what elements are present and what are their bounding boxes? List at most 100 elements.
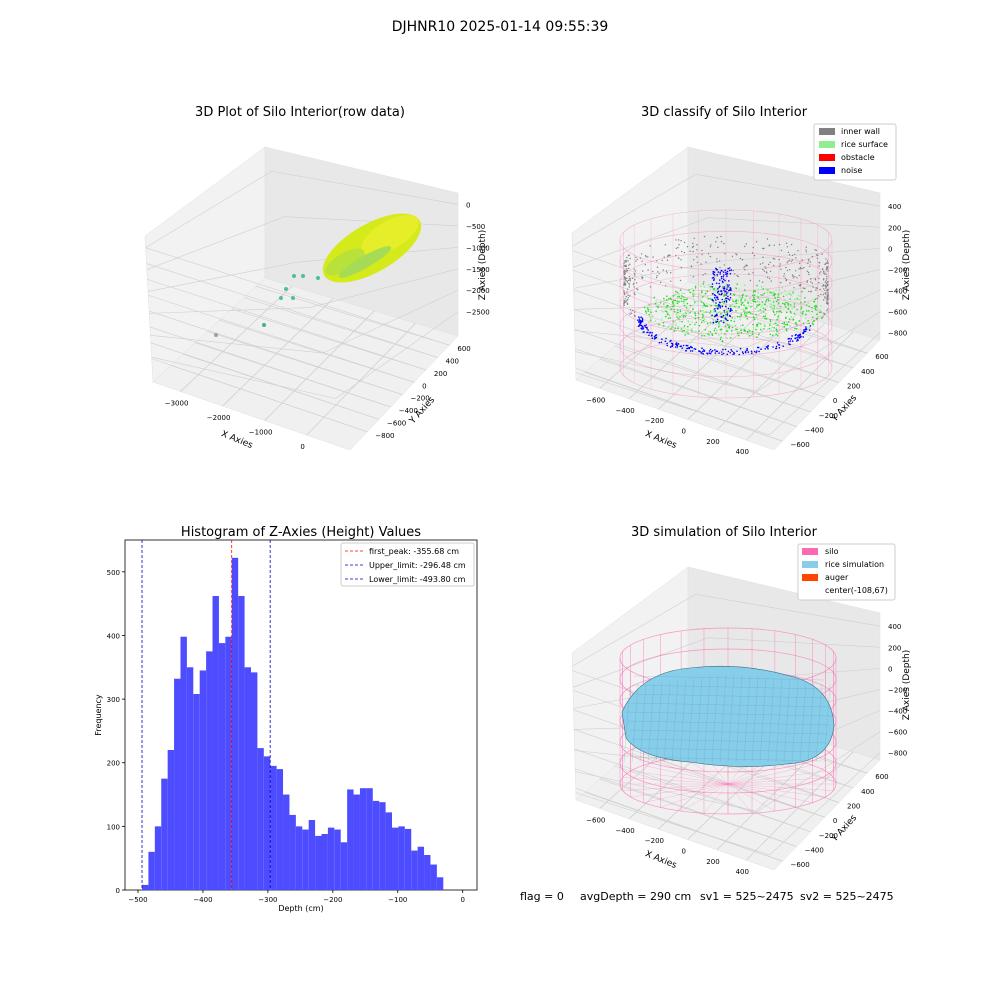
rice-surface-point [756, 306, 758, 308]
rice-surface-point [751, 330, 754, 333]
inner-wall-point [797, 250, 799, 252]
surface-mesh-line [633, 675, 825, 681]
inner-wall-point [743, 267, 745, 269]
inner-wall-point [809, 261, 812, 263]
rice-surface-point [716, 304, 718, 307]
noise-point [714, 310, 717, 312]
inner-wall-point [772, 264, 775, 267]
rice-surface-point [711, 333, 713, 335]
inner-wall-point [664, 285, 667, 287]
inner-wall-point [810, 291, 812, 293]
rice-surface-point [785, 321, 788, 323]
noise-point [702, 353, 704, 355]
rice-surface-point [773, 304, 775, 307]
inner-wall-point [716, 236, 718, 239]
rice-surface-point [766, 291, 769, 294]
noise-point [742, 352, 745, 355]
noise-point [796, 340, 798, 342]
inner-wall-point [822, 270, 825, 272]
rice-surface-point [775, 329, 778, 331]
silo-floor-spoke [727, 783, 753, 814]
inner-wall-point [628, 284, 630, 286]
noise-point [729, 287, 732, 289]
rice-surface-point [718, 321, 720, 323]
rice-surface-point [768, 323, 771, 325]
rice-surface-point [765, 288, 767, 290]
inner-wall-point [790, 260, 792, 263]
rice-surface-point [683, 296, 686, 298]
inner-wall-point [783, 273, 785, 275]
noise-point [713, 279, 715, 282]
histogram-ylabel: Frequency [94, 694, 103, 736]
inner-wall-point [624, 277, 626, 279]
legend-swatch-auger [802, 574, 818, 581]
rice-surface-point [811, 307, 813, 309]
inner-wall-point [624, 261, 626, 263]
rice-surface-point [662, 322, 665, 324]
rice-surface-point [687, 328, 689, 331]
inner-wall-point [625, 295, 627, 298]
inner-wall-point [827, 298, 829, 301]
histogram-bar [308, 820, 316, 890]
rice-surface-point [706, 290, 709, 292]
gridline [151, 356, 336, 399]
histogram-x-ticks: −500 −400 −300 −200 −100 0 [128, 890, 465, 904]
rice-surface-point [722, 316, 724, 319]
rice-surface-point [734, 305, 736, 308]
surface-mesh-line [687, 678, 695, 763]
x-tick-label: −300 [258, 896, 277, 904]
histogram-bar [295, 826, 303, 890]
noise-point [726, 284, 729, 286]
panel2-title: 3D classify of Silo Interior [641, 105, 808, 120]
gridline [674, 293, 868, 354]
inner-wall-point [815, 249, 817, 252]
rice-surface-point [789, 310, 792, 313]
tick-label: −1000 [466, 244, 490, 252]
noise-point [739, 347, 742, 350]
rice-surface-point [796, 298, 798, 300]
rice-surface-point [719, 329, 722, 331]
noise-point [641, 318, 644, 321]
tick-label: −600 [790, 861, 809, 869]
noise-point [711, 293, 714, 295]
inner-wall-point [814, 249, 816, 251]
rice-surface-point [767, 289, 769, 291]
rice-surface-point [741, 301, 744, 304]
rice-surface-point [771, 307, 774, 310]
inner-wall-point [796, 277, 798, 279]
noise-point [712, 270, 715, 273]
inner-wall-point [633, 273, 636, 275]
noise-point [712, 321, 715, 324]
inner-wall-point [825, 279, 827, 281]
panel1-gridlines: −3000−2000−10000−800−600−400−20002004006… [145, 170, 490, 451]
tick-label: 200 [706, 858, 719, 866]
gridline [149, 326, 391, 408]
inner-wall-point [716, 275, 719, 277]
noise-point [666, 342, 668, 345]
inner-wall-point [666, 259, 669, 261]
rice-surface-point [800, 308, 802, 310]
rice-surface-point [723, 311, 726, 314]
noise-point [764, 348, 766, 350]
tick-label: −400 [615, 407, 634, 415]
gridline [150, 334, 323, 354]
noise-point [665, 337, 667, 340]
gridline [575, 351, 758, 392]
inner-wall-point [808, 290, 810, 293]
inner-wall-point [716, 261, 718, 263]
inner-wall-point [679, 279, 682, 282]
rice-surface-point [715, 332, 717, 334]
tick-label: −2000 [466, 287, 490, 295]
panel2-gridlines: −600−400−2000200400−600−400−200020040060… [572, 173, 907, 456]
legend-swatch-noise [819, 167, 835, 174]
inner-wall-point [739, 257, 742, 260]
inner-wall-point [668, 254, 670, 256]
noise-point [802, 336, 804, 338]
legend-label-obstacle: obstacle [841, 153, 875, 162]
rice-surface-point [789, 298, 791, 300]
surface-mesh-line [799, 682, 807, 763]
rice-surface-point [815, 318, 818, 320]
noise-point [794, 334, 797, 337]
noise-point [640, 321, 642, 323]
rice-surface-point [773, 330, 775, 333]
